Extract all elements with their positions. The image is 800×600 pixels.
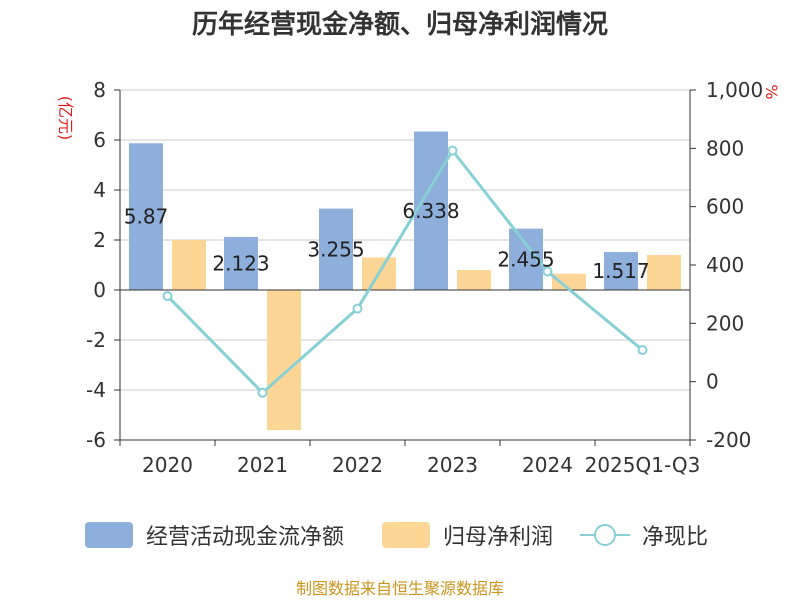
bars bbox=[129, 131, 681, 430]
bar-cash-flow bbox=[414, 131, 448, 290]
bar-value-label: 3.255 bbox=[307, 237, 364, 261]
left-axis-tick-label: 6 bbox=[93, 128, 106, 152]
ratio-point bbox=[162, 291, 173, 302]
left-axis-tick-label: 0 bbox=[93, 278, 106, 302]
right-axis-tick-label: 1,000 bbox=[706, 78, 763, 102]
legend-swatch-ratio-marker bbox=[594, 524, 616, 546]
data-labels: 5.87 2.123 3.255 6.338 2.455 1.517 bbox=[124, 199, 650, 283]
bar-net-profit bbox=[267, 290, 301, 430]
left-axis-tick-label: -6 bbox=[86, 428, 106, 452]
x-axis-tick-label: 2023 bbox=[427, 453, 478, 477]
legend-swatch-net-profit bbox=[382, 522, 430, 548]
right-axis-tick-label: 0 bbox=[706, 370, 719, 394]
ratio-point bbox=[637, 345, 648, 356]
legend-swatch-cash-flow bbox=[85, 522, 133, 548]
left-axis-tick-label: -4 bbox=[86, 378, 106, 402]
bar-net-profit bbox=[552, 273, 586, 290]
bar-value-label: 1.517 bbox=[592, 259, 649, 283]
axes: 8 6 4 2 0 -2 -4 -6 1,000 800 600 400 200 0 -200 2020 202… bbox=[86, 78, 763, 477]
source-note: 制图数据来自恒生聚源数据库 bbox=[296, 579, 504, 598]
legend-label-net-profit: 归母净利润 bbox=[443, 525, 553, 550]
grid bbox=[120, 89, 690, 391]
bar-value-label: 2.455 bbox=[497, 247, 554, 271]
ratio-line-path bbox=[166, 147, 644, 395]
legend-label-ratio: 净现比 bbox=[642, 525, 708, 550]
right-axis-unit: % bbox=[762, 84, 781, 99]
ratio-point bbox=[352, 303, 363, 314]
x-axis-tick-label: 2020 bbox=[142, 453, 193, 477]
right-axis-tick-label: 400 bbox=[706, 253, 744, 277]
legend-label-cash-flow: 经营活动现金流净额 bbox=[146, 525, 344, 550]
right-axis-tick-label: 200 bbox=[706, 311, 744, 335]
bar-net-profit bbox=[457, 270, 491, 290]
chart-title: 历年经营现金净额、归母净利润情况 bbox=[192, 9, 608, 40]
x-axis-tick-label: 2022 bbox=[332, 453, 383, 477]
left-axis-tick-label: 8 bbox=[93, 78, 106, 102]
right-axis-tick-label: 600 bbox=[706, 195, 744, 219]
bar-cash-flow bbox=[319, 208, 353, 290]
left-axis-tick-label: -2 bbox=[86, 328, 106, 352]
ratio-point bbox=[542, 266, 553, 277]
bar-value-label: 5.87 bbox=[124, 205, 169, 229]
ratio-line bbox=[162, 145, 648, 398]
x-axis-tick-label: 2021 bbox=[237, 453, 288, 477]
bar-net-profit bbox=[172, 240, 206, 290]
x-axis-tick-label: 2024 bbox=[522, 453, 573, 477]
right-axis-tick-label: -200 bbox=[706, 428, 751, 452]
right-axis-tick-label: 800 bbox=[706, 136, 744, 160]
ratio-point bbox=[257, 387, 268, 398]
bar-value-label: 2.123 bbox=[212, 251, 269, 275]
left-axis-tick-label: 2 bbox=[93, 228, 106, 252]
legend: 经营活动现金流净额 归母净利润 净现比 bbox=[85, 522, 708, 550]
bar-cash-flow bbox=[604, 252, 638, 290]
left-axis-tick-label: 4 bbox=[93, 178, 106, 202]
ratio-point bbox=[447, 145, 458, 156]
bar-cash-flow bbox=[224, 236, 258, 290]
left-axis-unit: (亿元) bbox=[56, 96, 75, 141]
bar-cash-flow bbox=[129, 143, 163, 290]
x-axis-tick-label: 2025Q1-Q3 bbox=[585, 453, 701, 477]
bar-net-profit bbox=[647, 255, 681, 290]
bar-value-label: 6.338 bbox=[402, 199, 459, 223]
